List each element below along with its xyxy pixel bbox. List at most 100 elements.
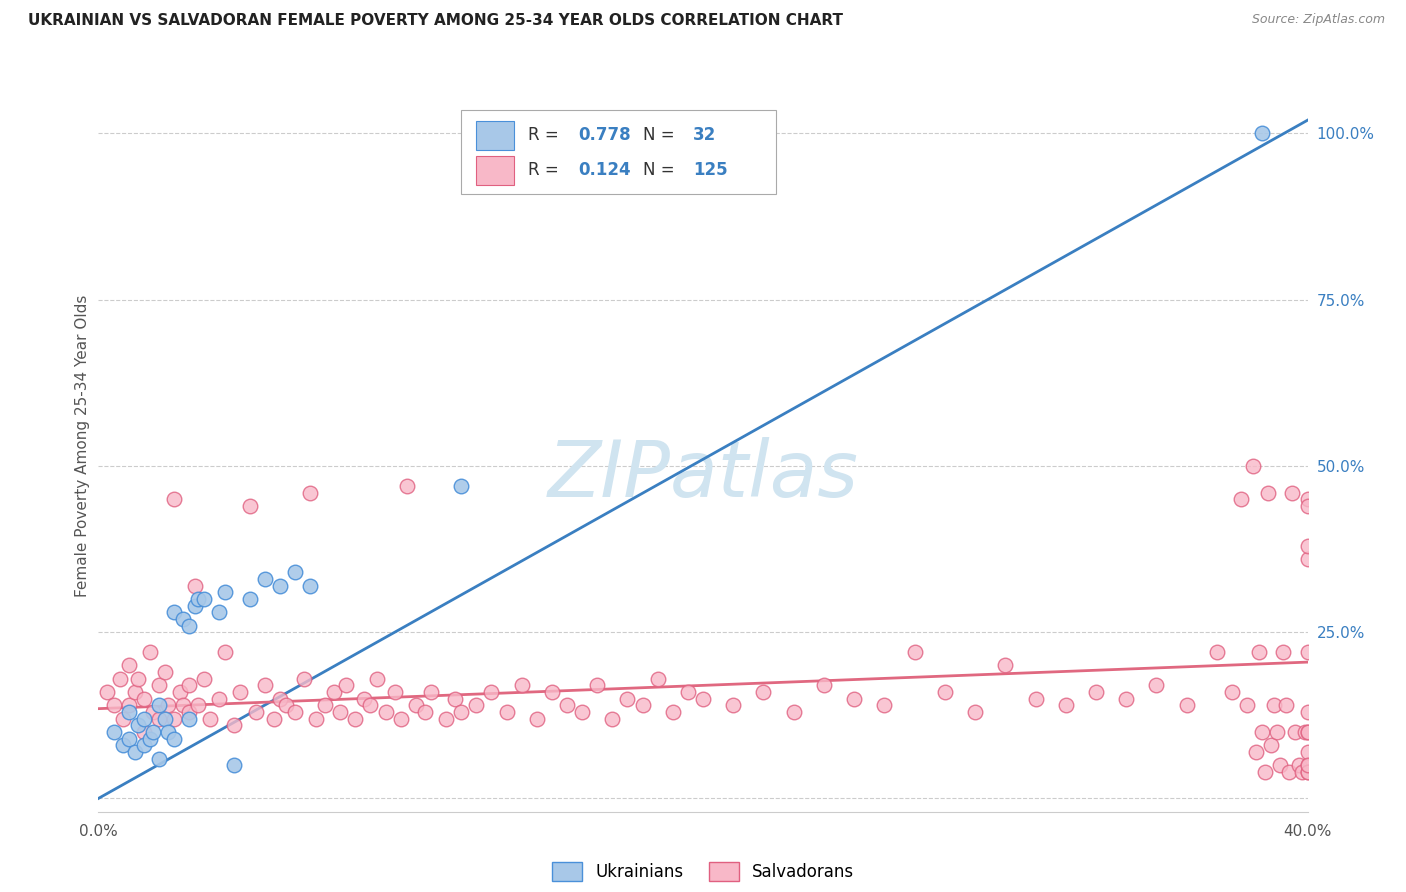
- Point: [844, 691, 866, 706]
- Point: [904, 645, 927, 659]
- Point: [540, 685, 562, 699]
- Text: Source: ZipAtlas.com: Source: ZipAtlas.com: [1251, 13, 1385, 27]
- Point: [172, 612, 194, 626]
- Bar: [475, 155, 515, 185]
- Point: [108, 672, 131, 686]
- Point: [172, 698, 194, 713]
- Point: [692, 691, 714, 706]
- Point: [1281, 485, 1303, 500]
- Point: [335, 678, 357, 692]
- Point: [314, 698, 336, 713]
- Point: [1244, 745, 1267, 759]
- Point: [374, 705, 396, 719]
- Point: [1296, 758, 1319, 772]
- Point: [1085, 685, 1108, 699]
- Point: [139, 731, 162, 746]
- Y-axis label: Female Poverty Among 25-34 Year Olds: Female Poverty Among 25-34 Year Olds: [75, 295, 90, 597]
- Point: [555, 698, 578, 713]
- Point: [148, 698, 170, 713]
- Point: [184, 579, 207, 593]
- Point: [156, 698, 179, 713]
- Point: [1296, 764, 1319, 779]
- Point: [96, 685, 118, 699]
- Text: UKRAINIAN VS SALVADORAN FEMALE POVERTY AMONG 25-34 YEAR OLDS CORRELATION CHART: UKRAINIAN VS SALVADORAN FEMALE POVERTY A…: [28, 13, 844, 29]
- Point: [163, 712, 186, 726]
- Point: [752, 685, 775, 699]
- Point: [1296, 725, 1319, 739]
- Point: [1288, 758, 1310, 772]
- Point: [1291, 764, 1313, 779]
- Point: [723, 698, 745, 713]
- Point: [214, 645, 236, 659]
- Point: [118, 705, 141, 719]
- Point: [1175, 698, 1198, 713]
- Text: 0.124: 0.124: [578, 161, 631, 179]
- Point: [571, 705, 593, 719]
- Text: R =: R =: [527, 126, 564, 145]
- Point: [132, 712, 155, 726]
- Point: [1296, 499, 1319, 513]
- Point: [434, 712, 457, 726]
- Point: [1278, 764, 1301, 779]
- Point: [132, 691, 155, 706]
- Point: [395, 479, 418, 493]
- Text: N =: N =: [643, 161, 679, 179]
- Point: [1054, 698, 1077, 713]
- Point: [329, 705, 352, 719]
- Point: [245, 705, 267, 719]
- Point: [1270, 758, 1292, 772]
- Point: [305, 712, 328, 726]
- Point: [366, 672, 388, 686]
- Point: [783, 705, 806, 719]
- Point: [132, 725, 155, 739]
- Point: [1296, 645, 1319, 659]
- Point: [1241, 458, 1264, 473]
- Point: [1296, 492, 1319, 507]
- Point: [224, 758, 246, 772]
- Point: [647, 672, 669, 686]
- Point: [1296, 552, 1319, 566]
- Point: [184, 599, 207, 613]
- Point: [253, 572, 276, 586]
- Point: [263, 712, 285, 726]
- Point: [148, 678, 170, 692]
- Point: [156, 725, 179, 739]
- Point: [994, 658, 1017, 673]
- Point: [292, 672, 315, 686]
- Bar: [475, 120, 515, 150]
- Point: [616, 691, 638, 706]
- Point: [631, 698, 654, 713]
- Point: [139, 645, 162, 659]
- Point: [179, 678, 201, 692]
- Text: 0.778: 0.778: [578, 126, 631, 145]
- Point: [1144, 678, 1167, 692]
- Point: [1296, 705, 1319, 719]
- Point: [389, 712, 412, 726]
- Point: [1230, 492, 1253, 507]
- Point: [481, 685, 503, 699]
- Point: [163, 605, 186, 619]
- Point: [353, 691, 375, 706]
- Point: [965, 705, 987, 719]
- Point: [1024, 691, 1046, 706]
- Point: [602, 712, 624, 726]
- Point: [253, 678, 276, 692]
- Point: [450, 705, 472, 719]
- Point: [1294, 725, 1316, 739]
- Point: [132, 738, 155, 752]
- Point: [444, 691, 467, 706]
- Point: [179, 712, 201, 726]
- Point: [187, 591, 209, 606]
- Point: [1263, 698, 1285, 713]
- Point: [163, 731, 186, 746]
- Point: [103, 725, 125, 739]
- Point: [1296, 764, 1319, 779]
- Point: [224, 718, 246, 732]
- Point: [169, 685, 191, 699]
- Point: [148, 751, 170, 765]
- Point: [284, 566, 307, 580]
- Point: [284, 705, 307, 719]
- Point: [344, 712, 367, 726]
- Point: [1257, 485, 1279, 500]
- Point: [153, 712, 176, 726]
